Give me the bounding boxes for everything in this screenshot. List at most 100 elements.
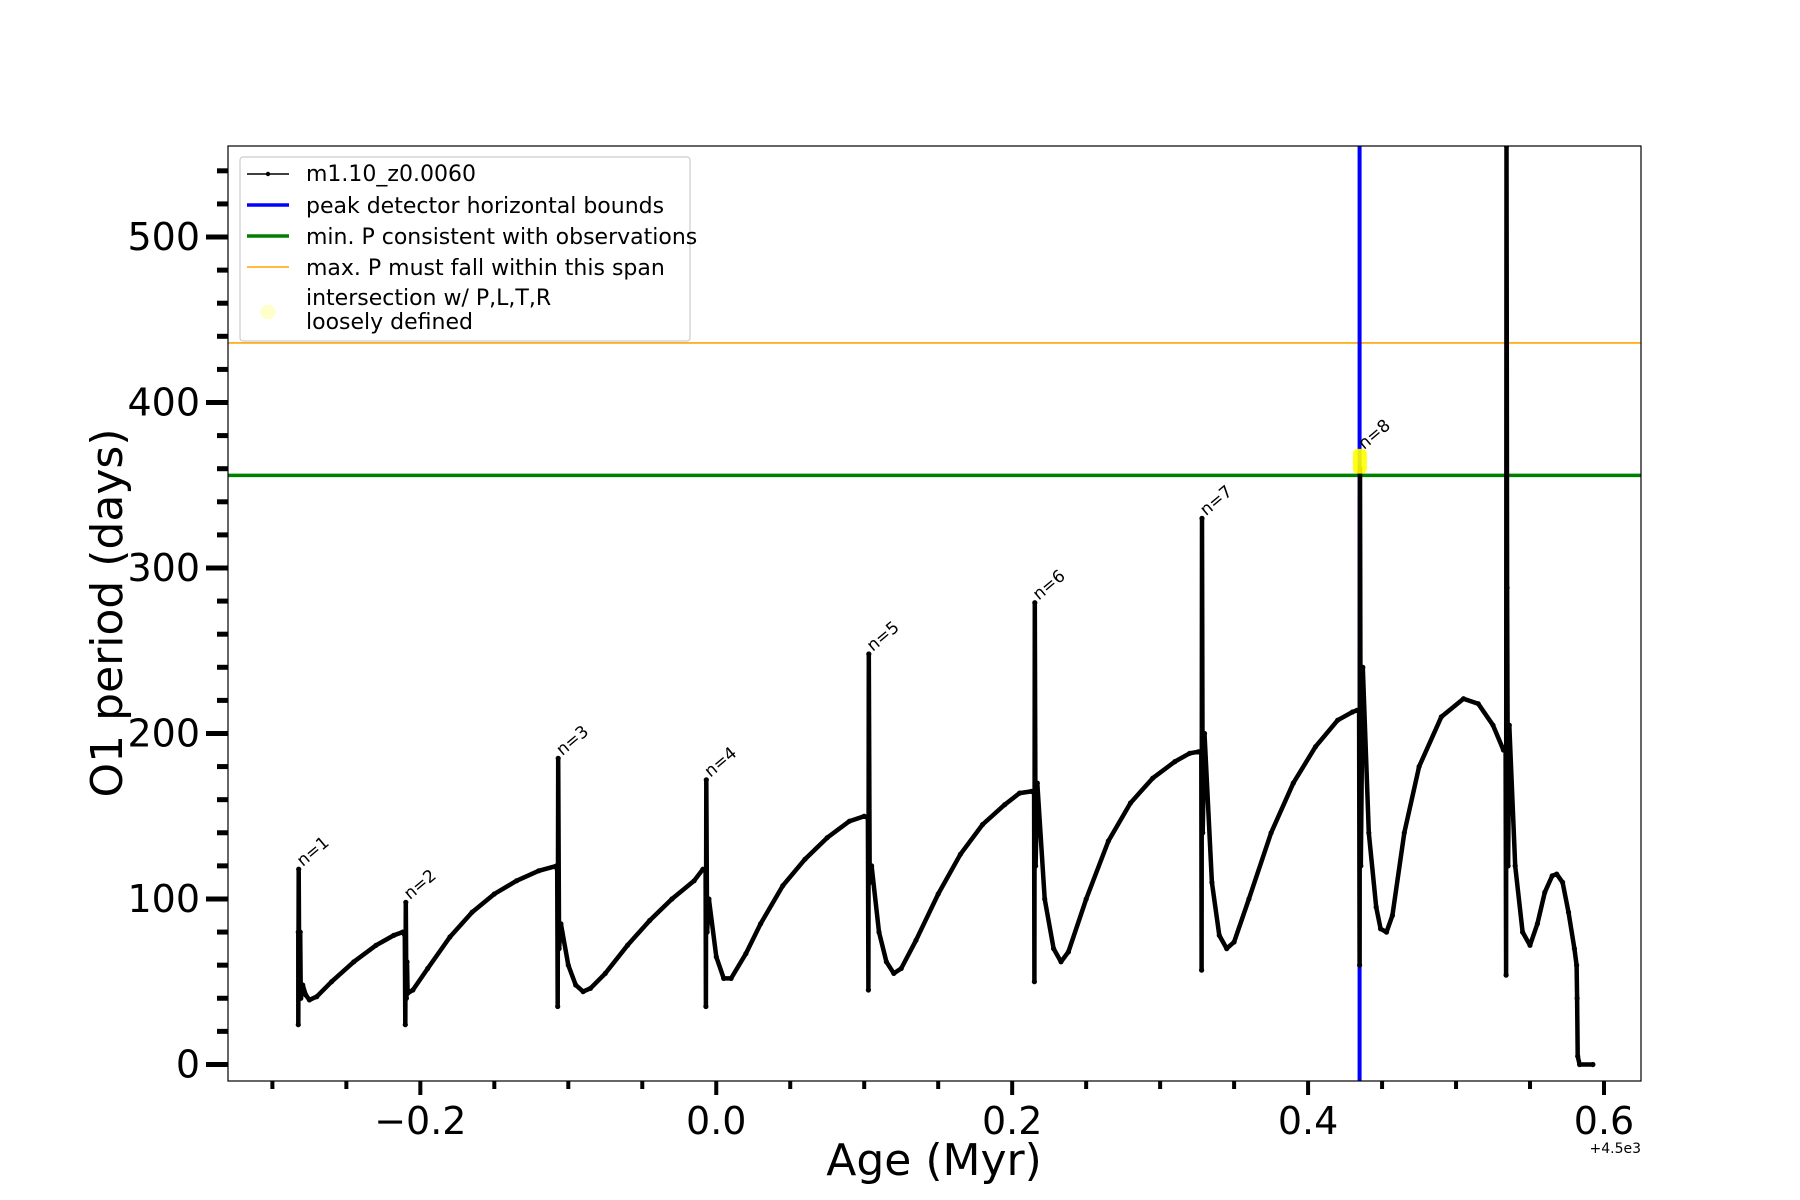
series-point bbox=[1312, 744, 1319, 750]
series-point bbox=[554, 866, 560, 872]
series-point bbox=[1002, 802, 1008, 808]
series-point bbox=[647, 917, 653, 924]
series-point bbox=[580, 989, 586, 995]
series-point bbox=[403, 995, 409, 1001]
series-point bbox=[1389, 912, 1395, 919]
series-point bbox=[865, 815, 871, 821]
series-point bbox=[703, 868, 709, 874]
series-point bbox=[303, 992, 309, 998]
series-point bbox=[351, 959, 357, 965]
series-point bbox=[555, 1003, 561, 1010]
series-point bbox=[1335, 717, 1341, 723]
series-point bbox=[556, 946, 562, 952]
series-point bbox=[1549, 873, 1555, 879]
series-point bbox=[1503, 146, 1510, 149]
series-point bbox=[1031, 979, 1037, 985]
series-point bbox=[402, 932, 408, 939]
series-point bbox=[1577, 1061, 1583, 1068]
series-point bbox=[1058, 959, 1064, 965]
series-point bbox=[706, 896, 712, 902]
series-point bbox=[1554, 871, 1560, 877]
series-point bbox=[703, 1003, 709, 1010]
series-point bbox=[405, 990, 411, 996]
series-point bbox=[1017, 790, 1023, 796]
series-point bbox=[403, 899, 409, 905]
series-point bbox=[1051, 946, 1057, 952]
legend-label-intersection-line1: intersection w/ P,L,T,R bbox=[306, 286, 551, 311]
series-point bbox=[704, 929, 710, 935]
series-point bbox=[565, 962, 571, 968]
x-tick-label: 0.4 bbox=[1278, 1099, 1338, 1143]
series-point bbox=[1065, 949, 1071, 955]
legend-label-intersection-line2: loosely defined bbox=[306, 310, 473, 335]
series-point bbox=[558, 921, 564, 927]
series-point bbox=[1187, 750, 1193, 756]
series-point bbox=[1231, 939, 1237, 945]
y-axis: 0 100 200 300 400 500 bbox=[127, 168, 228, 1086]
legend-swatch-intersection bbox=[260, 304, 276, 320]
series-point bbox=[300, 982, 306, 988]
series-point bbox=[1356, 709, 1362, 715]
series-point bbox=[758, 921, 764, 927]
legend-marker-series bbox=[265, 171, 271, 177]
series-point bbox=[866, 651, 872, 657]
series-point bbox=[1378, 926, 1384, 932]
series-point bbox=[1349, 709, 1356, 715]
series-point bbox=[1575, 1053, 1581, 1059]
legend-box bbox=[239, 156, 691, 342]
series-point bbox=[296, 866, 302, 872]
x-tick-label: 0.6 bbox=[1574, 1099, 1634, 1143]
series-point bbox=[1290, 780, 1296, 786]
x-axis-title: Age (Myr) bbox=[826, 1135, 1042, 1186]
series-point bbox=[1503, 972, 1509, 978]
plot-area bbox=[228, 146, 1641, 1081]
x-tick-label: 0.2 bbox=[982, 1099, 1042, 1143]
series-point bbox=[1201, 730, 1208, 737]
x-tick-label: −0.2 bbox=[374, 1099, 466, 1143]
y-axis-title: O1 period (days) bbox=[82, 429, 133, 798]
series-point bbox=[869, 863, 875, 869]
legend-label-peak-bounds: peak detector horizontal bounds bbox=[306, 194, 664, 219]
series-point bbox=[402, 1022, 408, 1028]
series-point bbox=[425, 965, 431, 972]
series-point bbox=[1358, 863, 1364, 869]
series-point bbox=[898, 965, 904, 972]
y-tick-label: 500 bbox=[127, 215, 200, 259]
series-point bbox=[728, 975, 734, 982]
series-point bbox=[314, 994, 320, 1000]
series-point bbox=[743, 951, 749, 957]
series-point bbox=[1560, 879, 1566, 886]
series-point bbox=[295, 1022, 301, 1028]
series-point bbox=[624, 942, 631, 948]
series-point bbox=[1268, 830, 1274, 836]
series-point bbox=[1590, 1061, 1596, 1068]
series-point bbox=[404, 959, 410, 965]
series-point bbox=[587, 985, 594, 991]
series-point bbox=[1534, 921, 1540, 927]
series-point bbox=[1460, 696, 1467, 702]
series-point bbox=[913, 937, 919, 943]
series-point bbox=[1357, 962, 1363, 968]
series-point bbox=[447, 934, 453, 940]
series-point bbox=[1200, 830, 1206, 836]
series-point bbox=[1506, 722, 1512, 728]
series-point bbox=[536, 868, 542, 874]
legend-label-max-p: max. P must fall within this span bbox=[306, 256, 665, 281]
series-point bbox=[296, 987, 302, 993]
series-point bbox=[1031, 790, 1037, 796]
y-tick-label: 300 bbox=[127, 546, 200, 590]
series-point bbox=[491, 891, 497, 897]
x-axis: −0.2 0.0 0.2 0.4 0.6 bbox=[270, 1081, 1634, 1143]
series-point bbox=[1438, 714, 1444, 720]
series-point bbox=[1565, 909, 1572, 915]
y-tick-label: 200 bbox=[127, 711, 200, 755]
series-point bbox=[306, 997, 312, 1003]
series-point bbox=[1574, 995, 1580, 1001]
series-point bbox=[957, 851, 964, 857]
series-point bbox=[1199, 967, 1205, 973]
series-point bbox=[391, 932, 397, 939]
x-offset-label: +4.5e3 bbox=[1589, 1141, 1641, 1157]
series-point bbox=[1505, 863, 1511, 869]
series-point bbox=[373, 942, 379, 948]
